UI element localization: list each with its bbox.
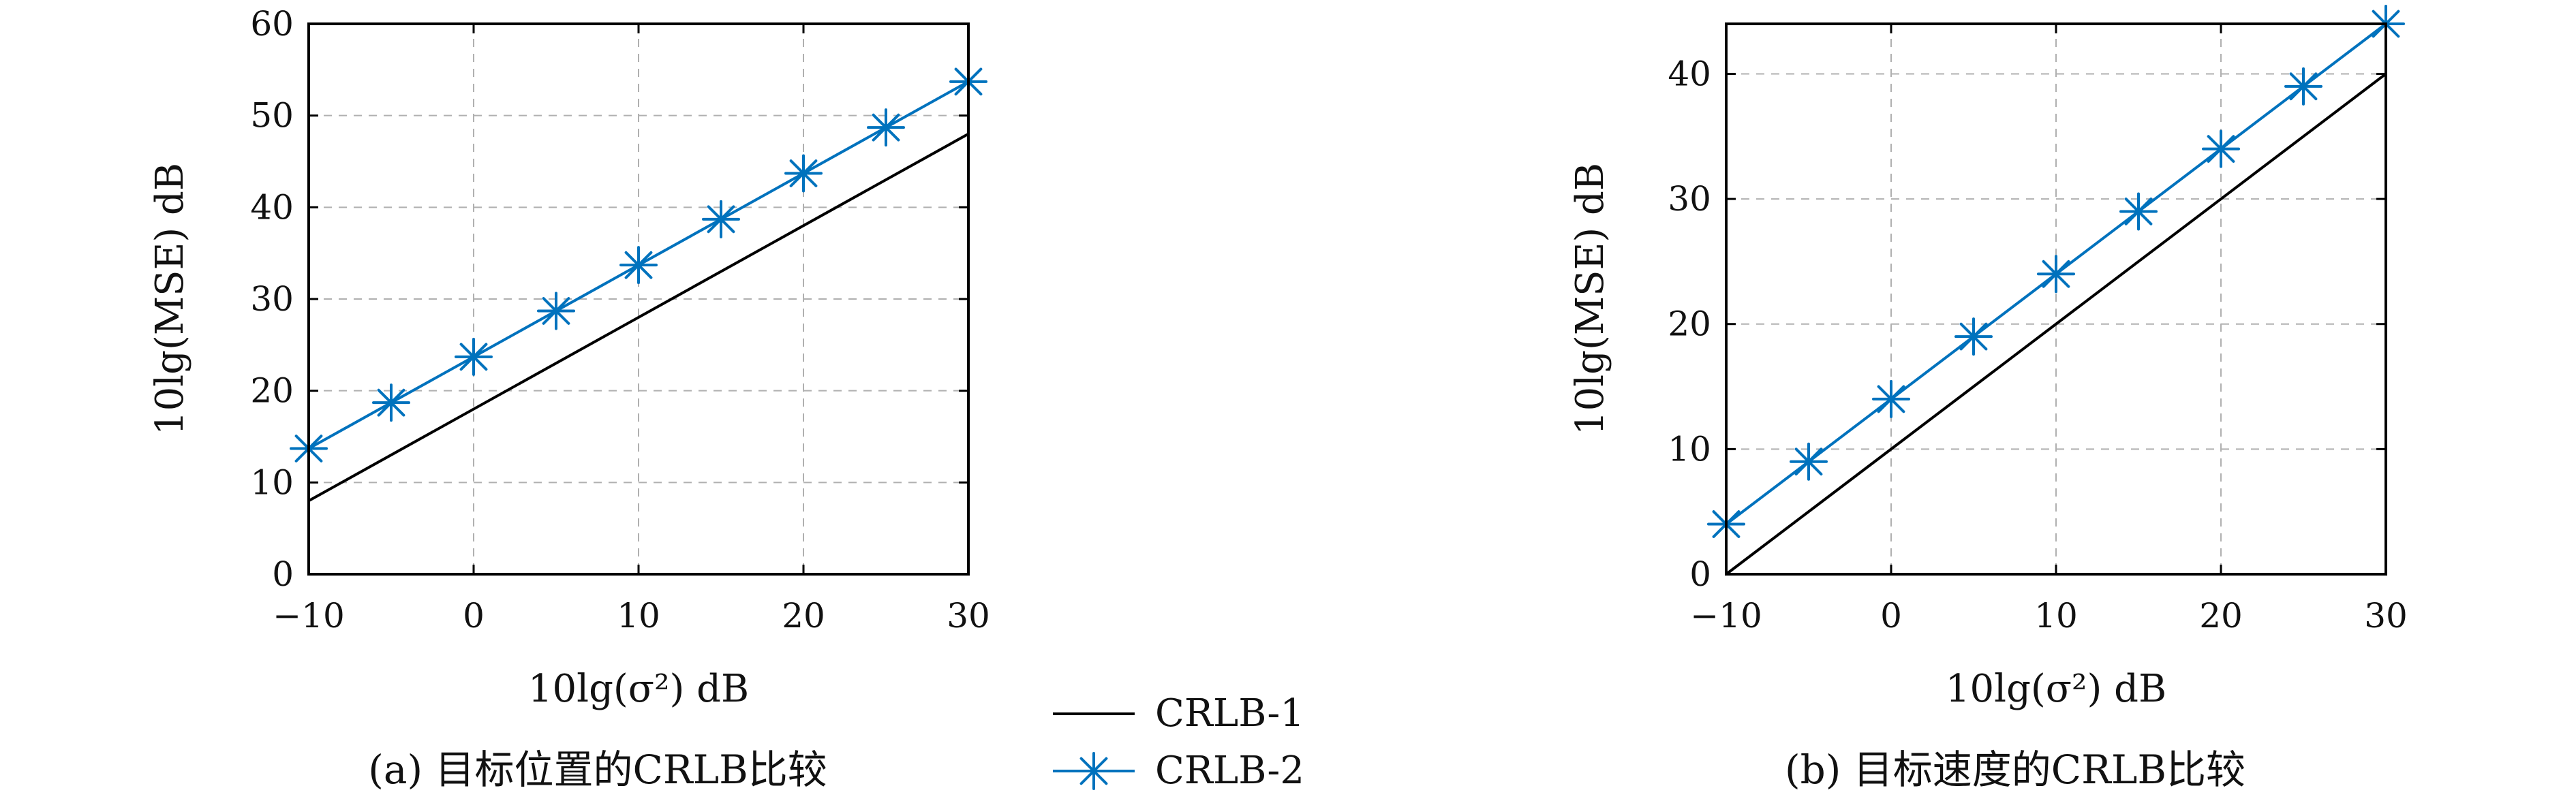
y-tick-label: 0 bbox=[272, 554, 294, 594]
x-tick-label: 30 bbox=[947, 596, 990, 635]
data-point-crlb2 bbox=[2202, 129, 2240, 168]
x-axis-label-a: 10lg(σ²) dB bbox=[528, 667, 749, 711]
y-axis-label-a: 10lg(MSE) dB bbox=[148, 163, 192, 435]
data-point-crlb2 bbox=[455, 337, 493, 376]
x-tick-label: 20 bbox=[782, 596, 825, 635]
x-tick-label: 0 bbox=[463, 596, 485, 635]
data-point-crlb2 bbox=[784, 154, 823, 193]
y-tick-label: 20 bbox=[1668, 304, 1711, 344]
y-tick-label: 10 bbox=[250, 462, 294, 502]
y-tick-label: 50 bbox=[250, 96, 294, 136]
x-axis-label-b: 10lg(σ²) dB bbox=[1946, 667, 2166, 711]
data-point-crlb2 bbox=[1954, 317, 1993, 356]
x-tick-label: −10 bbox=[1690, 596, 1762, 635]
data-point-crlb2 bbox=[2119, 192, 2158, 231]
series-line-crlb1 bbox=[308, 132, 969, 503]
legend-label-crlb2: CRLB-2 bbox=[1155, 749, 1304, 793]
y-tick-label: 20 bbox=[250, 371, 294, 411]
data-point-crlb2 bbox=[2284, 67, 2322, 106]
legend-marker-crlb2 bbox=[1075, 752, 1113, 790]
data-point-crlb2 bbox=[1872, 379, 1910, 418]
x-tick-label: 10 bbox=[2034, 596, 2078, 635]
y-tick-label: 10 bbox=[1668, 429, 1711, 469]
y-tick-label: 0 bbox=[1689, 554, 1711, 594]
data-point-crlb2 bbox=[867, 108, 905, 147]
y-tick-label: 60 bbox=[250, 4, 294, 44]
series-a bbox=[290, 62, 987, 503]
x-tick-label: 10 bbox=[617, 596, 660, 635]
y-axis-label-b: 10lg(MSE) dB bbox=[1568, 163, 1612, 435]
series-line-crlb1 bbox=[1725, 72, 2387, 576]
y-tick-label: 30 bbox=[1668, 179, 1711, 219]
y-tick-label: 30 bbox=[250, 279, 294, 319]
data-point-crlb2 bbox=[702, 200, 740, 238]
data-point-crlb2 bbox=[619, 246, 658, 285]
x-tick-label: 20 bbox=[2199, 596, 2243, 635]
x-tick-label: 30 bbox=[2364, 596, 2408, 635]
data-point-crlb2 bbox=[372, 383, 410, 422]
y-tick-label: 40 bbox=[1668, 54, 1711, 93]
data-point-crlb2 bbox=[1790, 442, 1828, 481]
legend: CRLB-1 CRLB-2 bbox=[1053, 691, 1304, 793]
x-tick-label: −10 bbox=[273, 596, 345, 635]
grid-a bbox=[309, 24, 968, 574]
x-tick-label: 0 bbox=[1880, 596, 1902, 635]
data-point-crlb2 bbox=[537, 292, 575, 330]
legend-label-crlb1: CRLB-1 bbox=[1155, 691, 1304, 736]
data-point-crlb2 bbox=[2037, 255, 2075, 294]
caption-b: (b) 目标速度的CRLB比较 bbox=[1785, 747, 2245, 793]
legend-asterisk-icon bbox=[1075, 752, 1113, 790]
caption-a: (a) 目标位置的CRLB比较 bbox=[368, 747, 827, 793]
y-tick-label: 40 bbox=[250, 187, 294, 227]
